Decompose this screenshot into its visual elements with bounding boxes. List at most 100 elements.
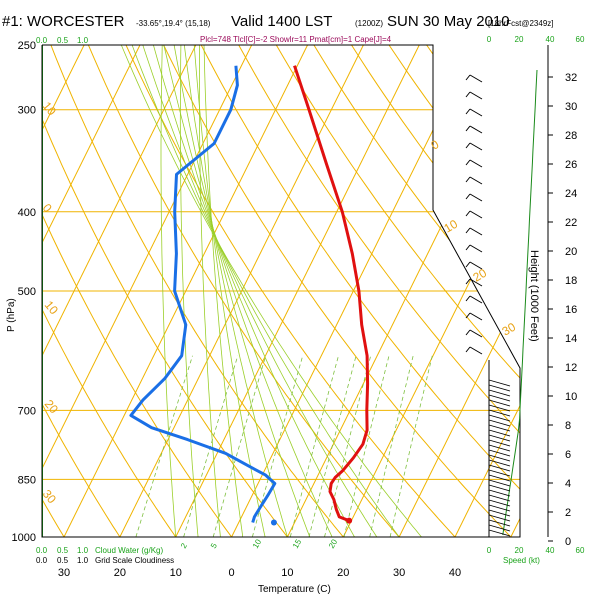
- profiles: [129, 65, 370, 526]
- wind-barb-flag: [465, 74, 471, 81]
- utc-time: (1200Z): [355, 19, 383, 28]
- wind-barb: [488, 399, 511, 407]
- dry-adiabat: [275, 45, 520, 537]
- valid-time: Valid 1400 LST: [231, 13, 332, 30]
- dry-adiabat-label: 20: [42, 397, 62, 416]
- cloudwater-tick-0: 0.0: [36, 556, 48, 565]
- wind-barb-flag: [465, 261, 471, 268]
- dry-adiabat: [577, 45, 600, 537]
- height-tick-label: 12: [565, 362, 577, 374]
- height-tick-label: 14: [565, 333, 577, 345]
- mixing-ratio-label: 5: [209, 541, 219, 550]
- wind-barb: [488, 444, 511, 452]
- moist-adiabat: [163, 45, 333, 537]
- wind-barb: [488, 484, 511, 492]
- wind-barb: [488, 414, 511, 422]
- wind-barb: [469, 278, 483, 287]
- wind-barb: [469, 108, 483, 117]
- speed-tick-top: 0: [487, 35, 492, 44]
- cloud-tick-top-1: 0.5: [57, 36, 69, 45]
- cloud-tick-bottom-0: 0.0: [36, 546, 48, 555]
- wind-barb: [488, 524, 511, 532]
- wind-barb: [469, 74, 483, 83]
- mixing-ratio-line: [324, 355, 372, 537]
- wind-barb: [469, 125, 483, 134]
- height-tick-label: 4: [565, 478, 571, 490]
- temperature-tick-label: 10: [170, 567, 182, 579]
- mixing-ratio-line: [308, 355, 357, 537]
- pressure-tick-label: 700: [18, 405, 36, 417]
- speed-tick-bottom: 20: [515, 546, 524, 555]
- wind-barb: [488, 514, 511, 522]
- wind-barb: [488, 474, 511, 482]
- isotherm-line: [398, 45, 520, 537]
- height-tick-label: 22: [565, 217, 577, 229]
- wind-barb: [488, 409, 511, 417]
- height-tick-label: 0: [565, 536, 571, 548]
- mixing-ratio-line: [343, 355, 390, 537]
- wind-barb: [488, 394, 511, 402]
- speed-axis-label: Speed (kt): [503, 556, 540, 565]
- temperature-tick-label: 40: [449, 567, 461, 579]
- wind-barb-flag: [465, 227, 471, 234]
- wind-barb-flag: [465, 108, 471, 115]
- pressure-tick-label: 250: [18, 40, 36, 52]
- forecast-info: [18hrFcst@2349z]: [488, 19, 553, 28]
- wind-barb: [488, 464, 511, 472]
- moist-adiabat: [120, 45, 422, 537]
- dry-adiabat: [125, 45, 456, 537]
- height-tick-label: 24: [565, 188, 577, 200]
- height-tick-label: 6: [565, 449, 571, 461]
- plot-frame: [41, 44, 521, 538]
- cloud-tick-bottom-2: 1.0: [77, 546, 89, 555]
- mixing-ratio-label: 15: [291, 537, 304, 550]
- pressure-tick-label: 300: [18, 105, 36, 117]
- cloud-tick-bottom-1: 0.5: [57, 546, 69, 555]
- mixing-ratio-line: [369, 355, 414, 537]
- speed-tick-top: 60: [576, 35, 585, 44]
- y-axis-label: P (hPa): [6, 298, 17, 332]
- wind-barb: [488, 419, 511, 427]
- wind-barb: [488, 529, 511, 537]
- temperature-tick-label: 20: [114, 567, 126, 579]
- forecast-date: SUN 30 May 2010: [387, 13, 510, 30]
- wind-barb: [488, 494, 511, 502]
- mixing-ratio-line: [212, 355, 267, 537]
- wind-barb-flag: [465, 312, 471, 319]
- height-tick-label: 10: [565, 391, 577, 403]
- wind-barb: [469, 142, 483, 151]
- moist-adiabat: [142, 45, 378, 537]
- wind-barb: [469, 91, 483, 100]
- isotherm-line: [175, 45, 420, 537]
- wind-barb: [488, 434, 511, 442]
- wind-barb: [469, 261, 483, 270]
- wind-barb-flag: [465, 346, 471, 353]
- station-title: #1: WORCESTER: [2, 13, 125, 30]
- wind-barb: [469, 329, 483, 338]
- speed-tick-bottom: 40: [546, 546, 555, 555]
- wind-barb: [488, 479, 511, 487]
- isotherm-label: 0: [429, 137, 442, 153]
- wind-barb: [488, 424, 511, 432]
- speed-tick-bottom: 60: [576, 546, 585, 555]
- wind-barb: [488, 429, 511, 437]
- isotherm-label: 20: [471, 266, 490, 285]
- mixing-ratio-label: 10: [251, 537, 264, 550]
- temperature-tick-label: 30: [58, 567, 70, 579]
- pressure-tick-label: 1000: [12, 532, 36, 544]
- wind-barb: [488, 489, 511, 497]
- isotherm-label: 30: [500, 320, 519, 339]
- cloud-tick-top-0: 0.0: [36, 36, 48, 45]
- background-lines: [42, 45, 600, 537]
- wind-barb-flag: [465, 244, 471, 251]
- wind-barb: [488, 454, 511, 462]
- moist-adiabat: [179, 45, 199, 537]
- mixing-ratio-line: [135, 355, 193, 537]
- height-tick-label: 26: [565, 159, 577, 171]
- surface-dewpoint-point: [270, 519, 277, 526]
- cloudwater-tick-1: 0.5: [57, 556, 69, 565]
- height-tick-label: 18: [565, 275, 577, 287]
- dry-adiabat: [50, 45, 344, 537]
- plot-border: [41, 44, 521, 538]
- wind-barb: [469, 193, 483, 202]
